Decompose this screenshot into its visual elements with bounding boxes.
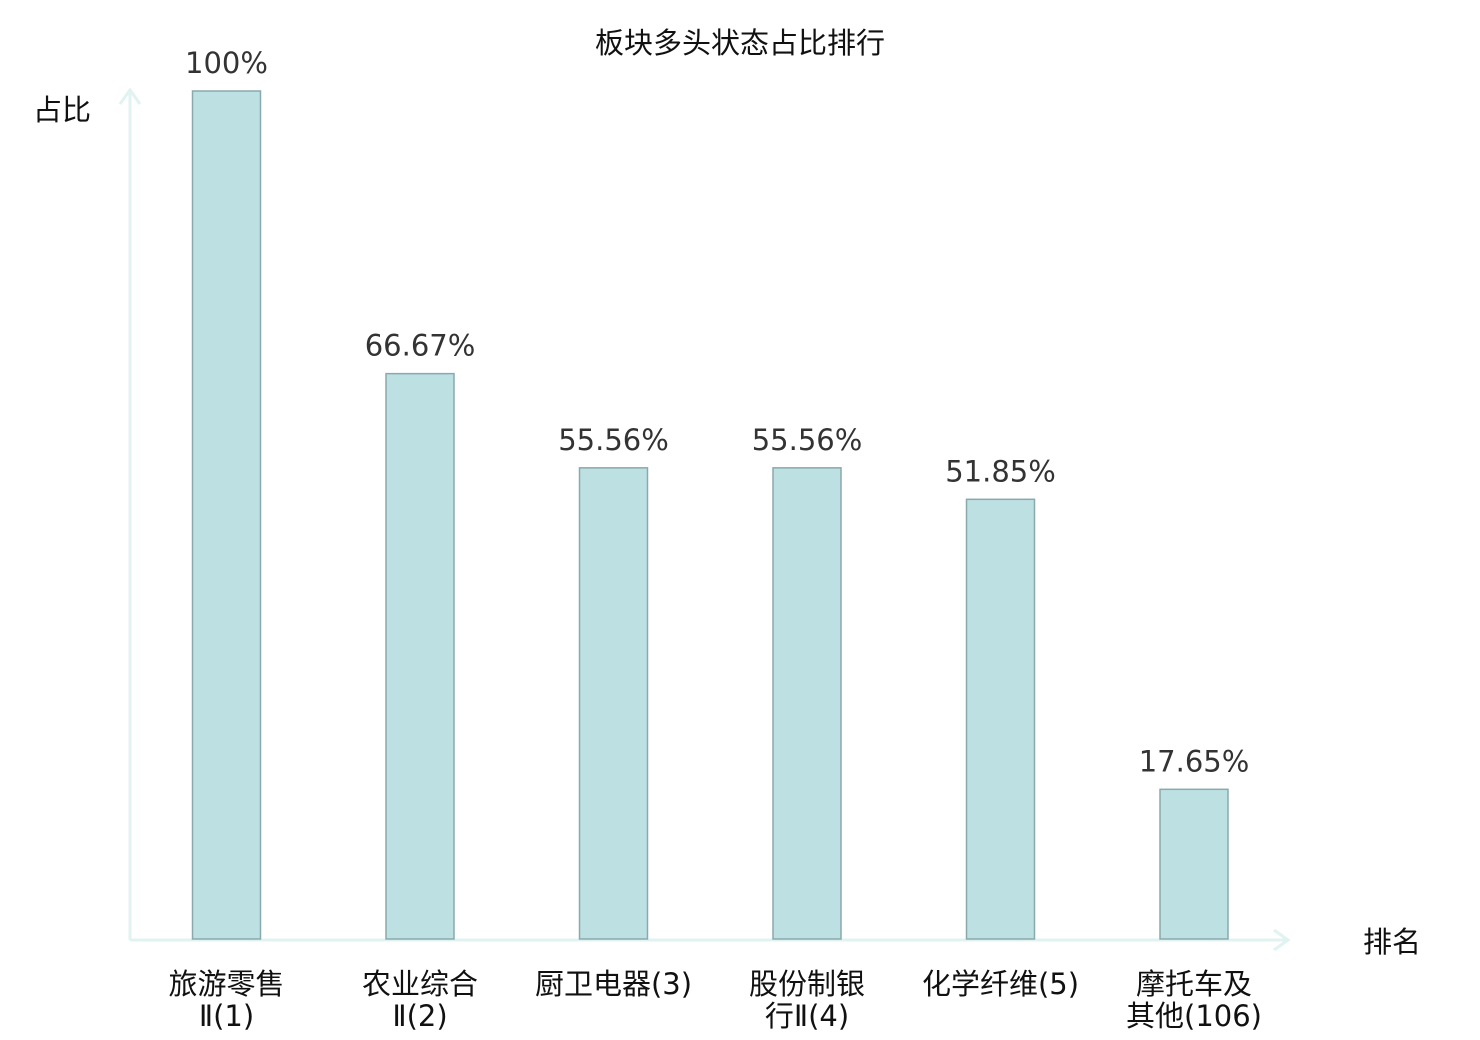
y-axis-arrow xyxy=(118,87,142,105)
value-label-4: 55.56% xyxy=(752,423,863,457)
bar-5 xyxy=(965,498,1036,940)
category-label-line: 农业综合 xyxy=(362,967,478,1001)
category-label-line: 化学纤维(5) xyxy=(922,967,1079,1001)
category-label-2: 农业综合 Ⅱ(2) xyxy=(362,967,478,1033)
bars-group xyxy=(191,90,1229,940)
category-label-line: Ⅱ(2) xyxy=(392,999,447,1033)
axes xyxy=(118,87,1291,952)
value-label-3: 55.56% xyxy=(558,423,669,457)
category-label-1: 旅游零售 Ⅱ(1) xyxy=(168,967,284,1033)
category-label-line: 摩托车及 xyxy=(1136,967,1252,1001)
category-label-3: 厨卫电器(3) xyxy=(535,967,692,1001)
value-label-1: 100% xyxy=(185,46,268,80)
category-label-line: 旅游零售 xyxy=(168,967,284,1001)
x-axis-title: 排名 xyxy=(1363,925,1421,959)
bar-2 xyxy=(385,372,455,940)
value-labels-group: 100% 66.67% 55.56% 55.56% 51.85% 17.65% xyxy=(185,46,1249,778)
category-label-line: 股份制银 xyxy=(749,967,865,1001)
category-label-line: 厨卫电器(3) xyxy=(535,967,692,1001)
bar-3 xyxy=(578,467,649,940)
bar-6 xyxy=(1159,788,1229,940)
value-label-2: 66.67% xyxy=(365,329,476,363)
category-label-line: 行Ⅱ(4) xyxy=(765,999,849,1033)
value-label-6: 17.65% xyxy=(1139,744,1250,778)
category-label-6: 摩托车及其他(106) xyxy=(1126,967,1262,1033)
category-labels-group: 旅游零售 Ⅱ(1) 农业综合 Ⅱ(2) 厨卫电器(3) 股份制银行Ⅱ(4) 化学纤维(5) 摩… xyxy=(168,967,1262,1033)
category-label-5: 化学纤维(5) xyxy=(922,967,1079,1001)
y-axis-title: 占比 xyxy=(33,93,91,127)
bar-4 xyxy=(772,467,842,940)
value-label-5: 51.85% xyxy=(945,454,1056,488)
category-label-4: 股份制银行Ⅱ(4) xyxy=(749,967,865,1033)
x-axis-arrow xyxy=(1273,928,1291,952)
category-label-line: Ⅱ(1) xyxy=(199,999,254,1033)
bar-1 xyxy=(191,90,262,940)
category-label-line: 其他(106) xyxy=(1126,999,1262,1033)
chart-title: 板块多头状态占比排行 xyxy=(595,26,885,60)
